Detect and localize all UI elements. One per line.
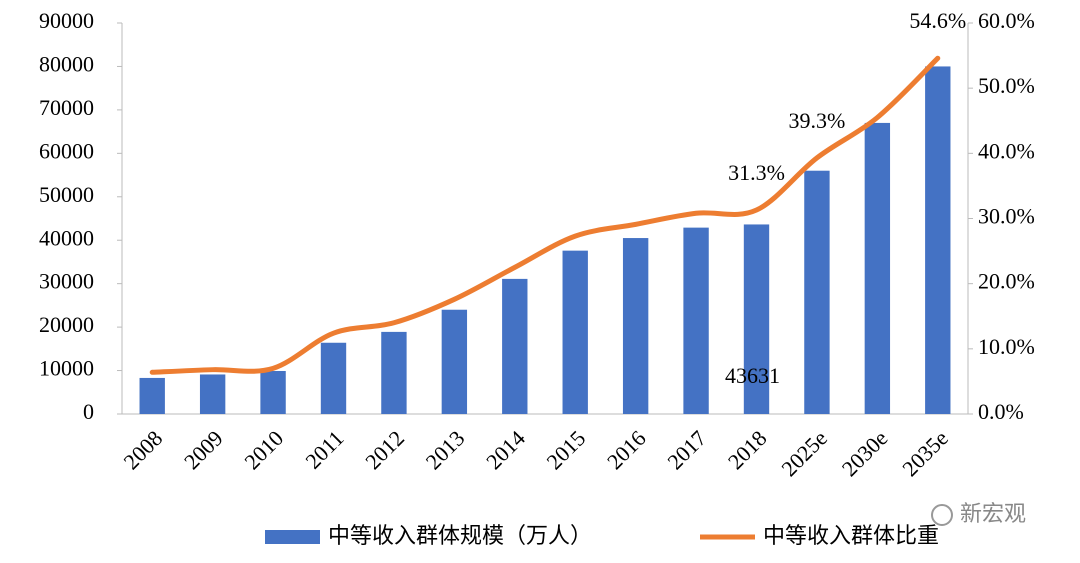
x-tick-label: 2014 <box>481 425 530 474</box>
y2-tick-label: 0.0% <box>978 399 1024 424</box>
y-tick-label: 90000 <box>39 8 94 33</box>
bar <box>804 170 830 414</box>
line <box>149 55 941 375</box>
y2-tick-label: 60.0% <box>978 8 1035 33</box>
x-tick-label: 2030e <box>837 425 893 481</box>
line-value-label: 31.3% <box>728 160 785 185</box>
y-tick-label: 10000 <box>39 356 94 381</box>
y-tick-label: 40000 <box>39 225 94 250</box>
x-tick-label: 2010 <box>239 425 288 474</box>
bar <box>562 250 588 414</box>
y2-tick-label: 20.0% <box>978 269 1035 294</box>
y-tick-label: 30000 <box>39 269 94 294</box>
x-tick-label: 2035e <box>897 425 953 481</box>
x-tick-label: 2015 <box>542 425 591 474</box>
x-tick-label: 2011 <box>300 425 348 473</box>
x-tick-label: 2025e <box>776 425 832 481</box>
x-tick-label: 2013 <box>421 425 470 474</box>
y-tick-label: 70000 <box>39 95 94 120</box>
bar <box>199 374 226 414</box>
bar <box>260 370 286 414</box>
x-tick-label: 2017 <box>662 425 711 474</box>
y-tick-label: 0 <box>83 399 94 424</box>
bar <box>502 278 528 414</box>
watermark-icon <box>931 504 953 526</box>
watermark-text: 新宏观 <box>960 501 1026 526</box>
y2-tick-label: 50.0% <box>978 73 1035 98</box>
x-tick-label: 2016 <box>602 425 651 474</box>
line-value-label: 54.6% <box>909 8 966 33</box>
legend-label: 中等收入群体比重 <box>763 523 939 548</box>
watermark: 新宏观 <box>931 501 1026 526</box>
y2-tick-label: 40.0% <box>978 138 1035 163</box>
y2-tick-label: 30.0% <box>978 204 1035 229</box>
legend-swatch <box>265 530 320 544</box>
bar <box>925 66 951 414</box>
y-tick-label: 20000 <box>39 312 94 337</box>
bar <box>622 238 649 414</box>
bar <box>683 227 709 414</box>
legend-label: 中等收入群体规模（万人） <box>328 523 592 548</box>
bar <box>139 377 165 414</box>
y-tick-label: 50000 <box>39 182 94 207</box>
x-tick-label: 2008 <box>119 425 168 474</box>
bar-value-label: 43631 <box>725 363 780 388</box>
bar <box>864 122 891 414</box>
x-tick-label: 2009 <box>179 425 228 474</box>
y-tick-label: 80000 <box>39 51 94 76</box>
y2-tick-label: 10.0% <box>978 334 1035 359</box>
bar <box>320 342 347 414</box>
line-value-label: 39.3% <box>789 108 846 133</box>
bar <box>743 224 770 414</box>
bar <box>441 309 468 414</box>
x-tick-label: 2012 <box>360 425 409 474</box>
x-tick-label: 2018 <box>723 425 772 474</box>
bar <box>381 331 407 414</box>
y-tick-label: 60000 <box>39 138 94 163</box>
